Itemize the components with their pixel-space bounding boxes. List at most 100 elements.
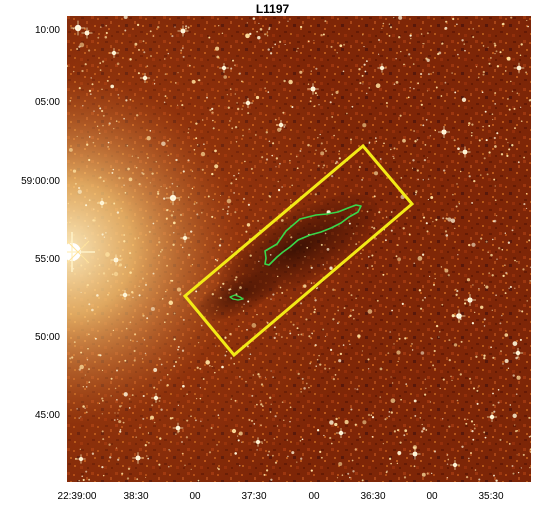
star-point [171,35,174,38]
star-point [124,192,127,194]
star-point [159,250,162,253]
star-point [257,373,260,376]
star-point [296,50,298,52]
star-point [421,299,424,302]
star-point [80,351,83,354]
star-point [477,386,479,388]
star-point [275,166,277,168]
star-point [429,401,431,403]
star-point [453,343,458,347]
star-point [142,172,145,176]
star-point [492,392,494,395]
star-point [393,147,396,150]
star-point [280,219,284,222]
bright-star [219,63,229,73]
star-point [480,174,482,176]
star-point [341,474,344,476]
star-point [431,338,433,340]
star-point [303,284,307,288]
star-point [464,302,467,305]
star-point [470,420,474,423]
bright-star [81,27,93,39]
star-point [101,430,104,433]
star-point [472,35,475,39]
star-point [388,23,391,25]
star-point [284,43,286,46]
star-point [496,132,499,135]
star-point [527,25,529,28]
star-point [163,101,166,104]
star-point [212,127,215,130]
star-point [343,307,346,309]
star-point [456,399,459,402]
star-point [317,137,319,139]
star-point [211,365,213,367]
star-point [184,27,187,30]
star-point [291,184,294,187]
star-point [304,256,306,258]
star-point [390,398,396,404]
star-point [375,140,378,143]
star-point [205,360,210,365]
star-point [191,170,194,172]
star-point [478,478,481,481]
star-point [200,151,206,157]
star-point [515,393,518,396]
star-point [200,211,203,214]
star-point [257,219,260,222]
star-point [112,329,115,332]
star-point [492,238,494,241]
star-point [269,411,272,413]
star-point [79,364,84,370]
star-point [117,458,120,461]
star-point [260,424,262,427]
star-point [448,358,451,362]
star-point [259,229,261,231]
star-point [432,364,435,367]
star-point [69,357,72,360]
star-point [417,82,419,85]
star-point [411,349,414,351]
star-point [266,322,269,324]
star-point [474,311,476,314]
star-point [268,140,271,143]
star-point [492,404,495,407]
star-point [256,30,258,33]
star-point [432,283,436,286]
star-point [194,419,197,422]
star-point [414,140,417,143]
star-point [459,373,462,376]
star-point [272,293,275,296]
star-point [82,105,84,107]
star-point [79,42,85,48]
star-point [482,70,485,74]
star-point [493,219,497,223]
star-point [142,314,145,317]
star-point [366,210,369,213]
star-point [195,290,198,293]
star-point [111,273,114,276]
star-point [181,452,184,455]
star-point [186,393,188,395]
star-point [373,171,379,176]
star-point [152,272,155,275]
star-point [191,263,194,266]
star-point [88,199,91,202]
bright-star [119,289,131,301]
star-point [263,473,266,476]
star-point [197,479,200,482]
star-point [476,389,479,392]
star-point [247,300,250,303]
star-point [499,322,502,325]
star-point [113,202,116,205]
star-point [88,136,91,138]
star-point [226,198,232,204]
star-point [146,136,151,141]
star-point [88,89,92,93]
star-point [448,339,451,342]
star-point [500,350,502,352]
star-point [316,287,319,289]
star-point [465,422,468,425]
star-point [99,176,102,179]
star-point [506,97,509,100]
